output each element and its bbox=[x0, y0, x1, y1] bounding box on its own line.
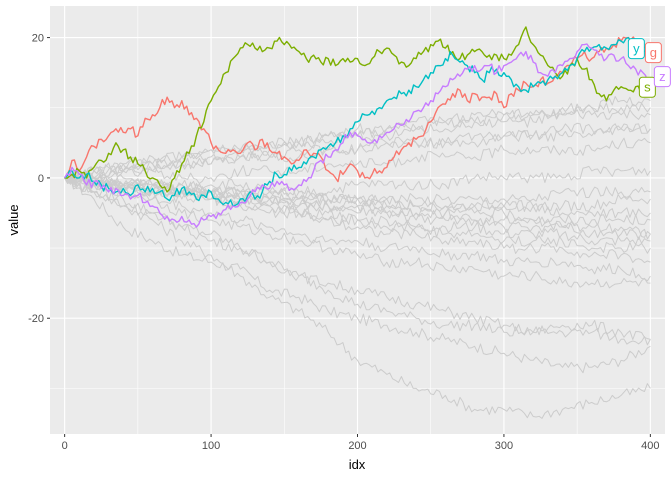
y-tick-label: 20 bbox=[32, 33, 44, 45]
background-series-line bbox=[64, 96, 651, 182]
y-tick-label: -20 bbox=[28, 313, 44, 325]
x-axis-title: idx bbox=[349, 457, 366, 472]
y-axis-title: value bbox=[6, 204, 21, 235]
background-series bbox=[64, 96, 651, 419]
series-line-z bbox=[63, 43, 651, 228]
x-tick-label: 200 bbox=[348, 440, 366, 452]
y-tick-label: 0 bbox=[38, 173, 44, 185]
axes: 0 100 200 300 400 -20 0 20 bbox=[28, 33, 659, 452]
background-series-line bbox=[64, 174, 651, 289]
highlighted-series bbox=[63, 26, 652, 228]
series-line-y bbox=[64, 36, 651, 207]
series-label-box-z bbox=[653, 66, 671, 88]
background-series-line bbox=[64, 177, 651, 340]
background-series-line bbox=[64, 137, 651, 184]
series-label-box-s bbox=[638, 76, 656, 98]
series-label-y: y bbox=[633, 41, 640, 56]
series-labels: g s y z bbox=[627, 38, 671, 98]
background-series-line bbox=[64, 172, 651, 240]
x-tick-label: 0 bbox=[62, 440, 68, 452]
series-line-s bbox=[64, 26, 651, 193]
background-series-line bbox=[64, 176, 651, 282]
x-tick-label: 300 bbox=[495, 440, 513, 452]
series-label-box-g bbox=[644, 42, 662, 64]
background-series-line bbox=[64, 175, 651, 374]
background-series-line bbox=[64, 165, 651, 198]
series-label-box-y bbox=[627, 38, 645, 60]
x-tick-label: 100 bbox=[202, 440, 220, 452]
background-series-line bbox=[64, 123, 651, 184]
background-series-line bbox=[64, 176, 651, 419]
series-label-z: z bbox=[659, 69, 666, 84]
x-tick-label: 400 bbox=[641, 440, 659, 452]
series-line-g bbox=[64, 36, 652, 183]
series-label-s: s bbox=[644, 80, 651, 95]
series-label-g: g bbox=[650, 45, 657, 60]
background-series-line bbox=[64, 172, 651, 219]
